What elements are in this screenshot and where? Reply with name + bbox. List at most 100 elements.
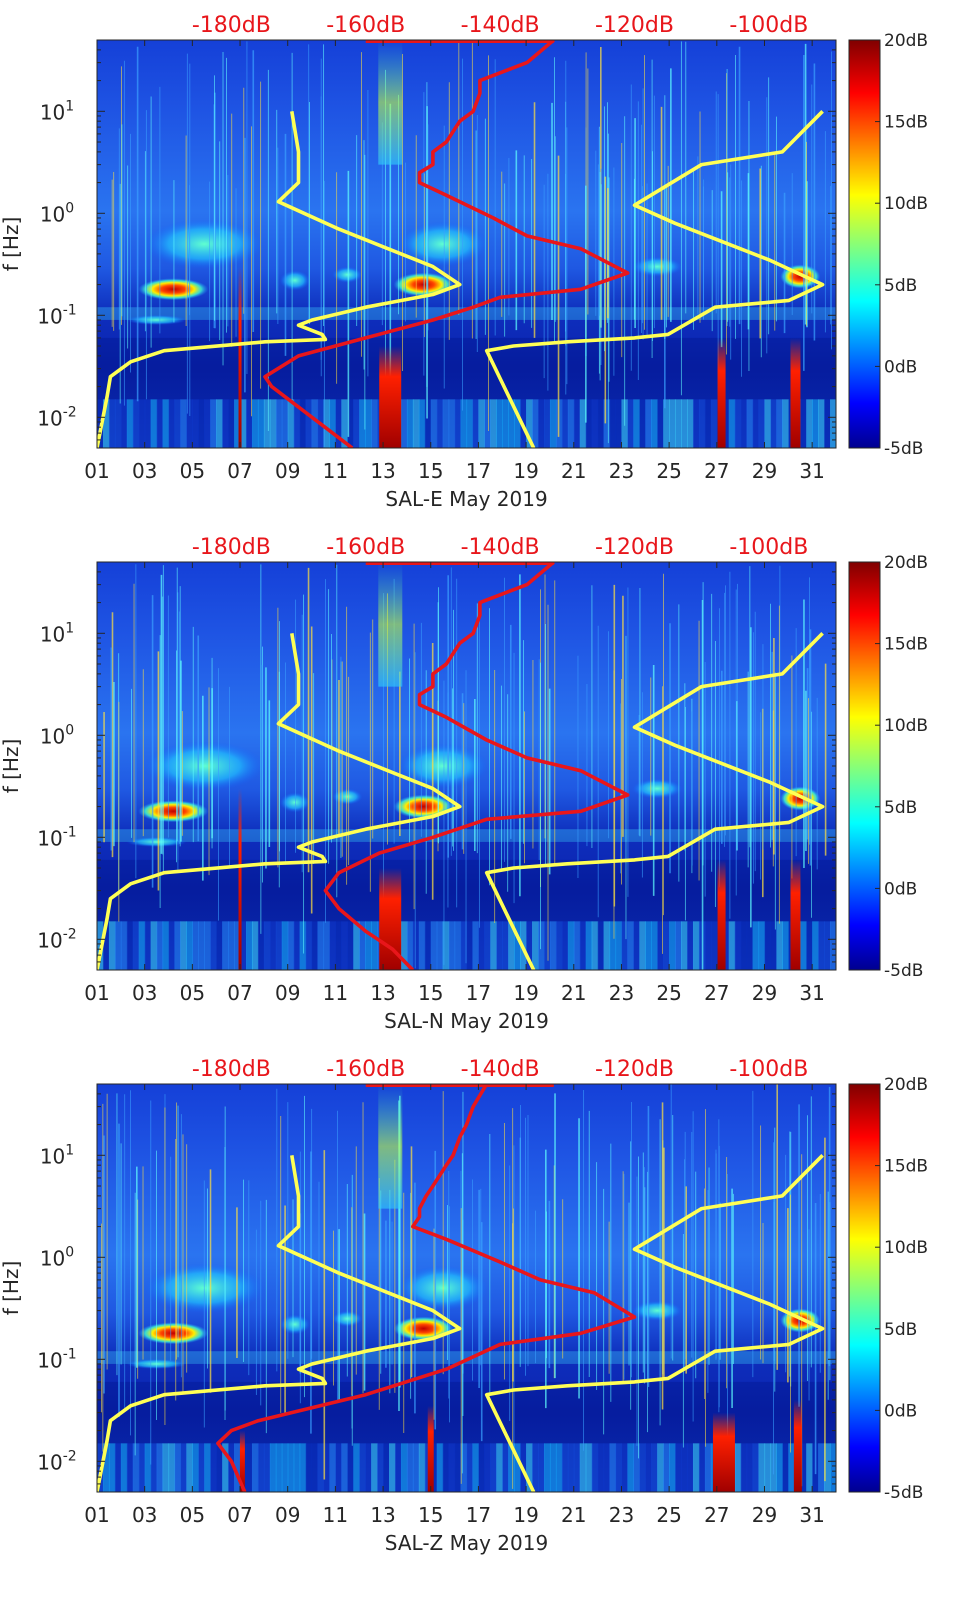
- low-freq-column: [615, 1443, 623, 1492]
- low-freq-column: [180, 1443, 187, 1492]
- low-freq-column: [186, 921, 193, 970]
- y-tick-label: 101: [40, 98, 74, 124]
- spectral-blob: [144, 741, 265, 791]
- low-freq-column: [371, 1443, 378, 1492]
- colorbar-tick-label: 5dB: [884, 276, 917, 296]
- low-freq-column: [305, 399, 313, 448]
- low-freq-column: [436, 1443, 444, 1492]
- low-freq-column: [633, 921, 640, 970]
- colorbar: [848, 561, 881, 971]
- low-freq-column: [710, 399, 718, 448]
- x-tick-label: 25: [656, 981, 681, 1005]
- low-freq-column: [669, 1443, 676, 1492]
- low-freq-column: [448, 399, 456, 448]
- top-db-label: -140dB: [461, 13, 540, 38]
- low-freq-column: [329, 921, 336, 970]
- seismic-event: [712, 1412, 735, 1492]
- low-freq-column: [347, 1443, 354, 1492]
- colorbar-tick-label: 20dB: [884, 553, 928, 573]
- hf-band: [378, 40, 403, 165]
- low-freq-column: [245, 921, 253, 970]
- colorbar-tick-label: 15dB: [884, 1157, 928, 1177]
- spectral-blob: [279, 270, 310, 291]
- low-freq-column: [335, 399, 342, 448]
- low-freq-column: [472, 1443, 480, 1492]
- low-freq-column: [818, 921, 825, 970]
- colorbar: [848, 39, 881, 449]
- low-freq-column: [591, 921, 599, 970]
- low-freq-column: [687, 399, 694, 448]
- low-freq-column: [597, 1443, 605, 1492]
- low-freq-column: [263, 399, 271, 448]
- x-tick-label: 15: [418, 459, 443, 483]
- low-freq-column: [591, 1443, 599, 1492]
- y-tick-label: 101: [40, 1142, 74, 1168]
- seismic-event: [717, 859, 726, 970]
- low-freq-column: [442, 399, 450, 448]
- low-freq-column: [555, 921, 563, 970]
- seismic-event: [239, 1430, 245, 1492]
- x-tick-label: 21: [561, 1503, 586, 1527]
- low-freq-column: [269, 399, 277, 448]
- low-freq-column: [150, 921, 158, 970]
- low-freq-column: [675, 921, 682, 970]
- colorbar-tick-label: 0dB: [884, 357, 917, 377]
- colorbar-tick-label: 20dB: [884, 31, 928, 51]
- low-freq-column: [585, 1443, 593, 1492]
- low-freq-column: [466, 1443, 474, 1492]
- low-freq-column: [615, 921, 623, 970]
- y-axis-label: f [Hz]: [0, 1261, 23, 1316]
- x-axis-label: SAL-E May 2019: [385, 487, 547, 511]
- x-tick-label: 01: [84, 981, 109, 1005]
- spectral-blob: [332, 266, 363, 283]
- low-freq-column: [472, 921, 480, 970]
- low-freq-column: [174, 1443, 182, 1492]
- x-tick-label: 19: [513, 1503, 538, 1527]
- low-freq-column: [448, 1443, 456, 1492]
- low-freq-column: [281, 399, 289, 448]
- low-freq-column: [359, 1443, 366, 1492]
- low-freq-column: [275, 1443, 283, 1492]
- low-freq-column: [138, 921, 146, 970]
- colorbar: [848, 1083, 881, 1493]
- x-tick-label: 05: [180, 981, 205, 1005]
- x-tick-label: 29: [752, 981, 777, 1005]
- low-freq-column: [645, 921, 652, 970]
- low-freq-column: [442, 921, 450, 970]
- low-freq-column: [585, 399, 593, 448]
- low-freq-column: [663, 921, 670, 970]
- x-tick-label: 01: [84, 459, 109, 483]
- x-tick-label: 17: [466, 459, 491, 483]
- low-freq-column: [603, 399, 611, 448]
- x-tick-label: 27: [704, 459, 729, 483]
- low-freq-column: [162, 921, 170, 970]
- seismic-event: [427, 1405, 434, 1492]
- low-freq-column: [609, 399, 617, 448]
- low-freq-column: [555, 1443, 563, 1492]
- low-freq-column: [764, 1443, 772, 1492]
- x-tick-label: 21: [561, 459, 586, 483]
- colorbar-tick-label: -5dB: [884, 1483, 923, 1503]
- low-freq-column: [341, 399, 348, 448]
- low-freq-column: [484, 1443, 491, 1492]
- low-freq-column: [251, 921, 259, 970]
- low-freq-column: [257, 1443, 265, 1492]
- top-db-label: -160dB: [326, 13, 405, 38]
- top-db-label: -120dB: [595, 1057, 674, 1082]
- low-freq-column: [222, 1443, 229, 1492]
- noise-model-curve-3: [323, 562, 630, 970]
- x-tick-label: 11: [323, 459, 348, 483]
- low-freq-column: [532, 399, 539, 448]
- low-freq-column: [788, 1443, 795, 1492]
- x-tick-label: 25: [656, 459, 681, 483]
- low-freq-column: [806, 1443, 813, 1492]
- y-tick-label: 10-2: [37, 404, 76, 430]
- x-tick-label: 01: [84, 1503, 109, 1527]
- seismic-event: [790, 337, 801, 448]
- low-freq-column: [418, 399, 426, 448]
- low-freq-column: [120, 1443, 128, 1492]
- top-db-label: -160dB: [326, 1057, 405, 1082]
- low-freq-column: [400, 1443, 408, 1492]
- x-tick-label: 07: [227, 1503, 252, 1527]
- spectral-blob: [279, 792, 310, 813]
